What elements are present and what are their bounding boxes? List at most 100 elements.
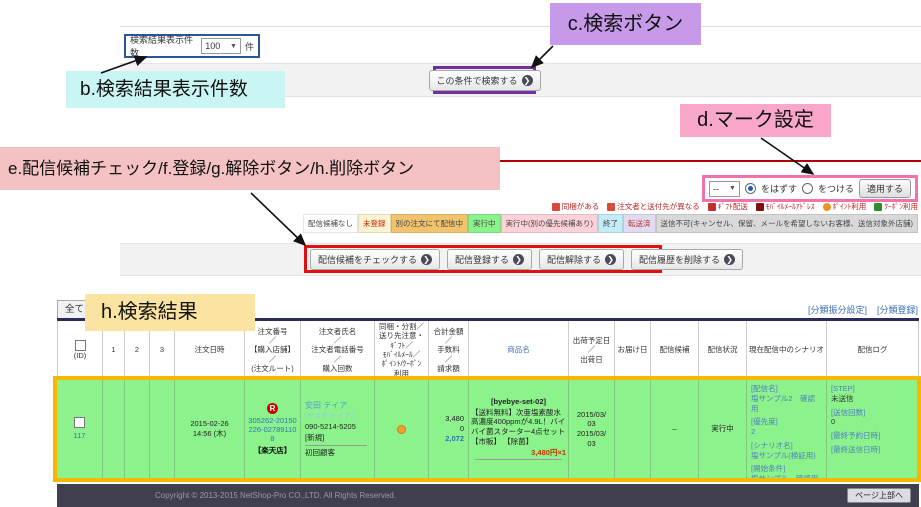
col-header-ship-date: 出荷予定日 ／ 出荷日	[569, 321, 615, 380]
legend-label: ｸｰﾎﾟﾝ利用	[884, 202, 918, 211]
legend-mobile-mail: ﾓﾊﾞｲﾙﾒｰﾙｱﾄﾞﾚｽ	[755, 201, 815, 212]
release-delivery-button[interactable]: 配信解除する ❯	[539, 248, 625, 270]
status-chip: 送信不可(キャンセル、保留、メールを希望しないお客様、送信対象外店舗)	[655, 214, 918, 233]
point-icon	[822, 202, 831, 211]
log-value: 未送信	[831, 393, 854, 403]
scenario-entry: [シナリオ名] 塩サンプル(検証用)	[751, 441, 816, 461]
mobile-mail-icon	[755, 202, 764, 211]
go-arrow-icon: ❯	[724, 253, 736, 265]
row-select-cell: 117	[57, 380, 103, 478]
customer-note: 初回顧客	[305, 447, 335, 457]
col-header-product-sort-link[interactable]: 商品名	[469, 321, 569, 380]
log-value: 0	[831, 417, 836, 427]
row-checkbox[interactable]	[74, 417, 85, 429]
row-customer-cell: 安田 テイア [ヤスダ テイア] 090-5214-5205 [新規] 初回顧客	[301, 380, 375, 478]
row-id-link[interactable]: 117	[73, 431, 86, 441]
billed-amount-link[interactable]: 2,072	[445, 433, 464, 443]
scenario-label: [優先度]	[751, 417, 778, 427]
results-table: (ID) 1 2 3 注文日時 注文番号 ／ 【購入店舗】 ／ (注文ルート) …	[57, 321, 919, 478]
scenario-entry: [優先度] 2	[751, 417, 778, 437]
annotation-c-label: c.検索ボタン	[550, 3, 701, 45]
register-delivery-button[interactable]: 配信登録する ❯	[447, 248, 533, 270]
chevron-down-icon: ▼	[230, 42, 237, 50]
result-count-value: 100	[205, 41, 221, 51]
status-chip: 実行中	[468, 214, 501, 233]
annotation-arrow-d	[760, 137, 815, 175]
scenario-label: [開始条件]	[751, 464, 786, 474]
row-flags-cell	[375, 380, 429, 478]
cell-divider	[305, 444, 367, 446]
row-delivery-date-cell	[615, 380, 651, 478]
col-header-customer: 注文者氏名 ／ 注文者電話番号 ／ 購入回数	[301, 321, 375, 380]
classification-register-link[interactable]: [分類登録]	[876, 305, 918, 315]
row-order-no-cell: R 305262-20150226-027891108 【楽天店】	[245, 380, 301, 478]
log-label: [送信回数]	[831, 407, 866, 417]
go-arrow-icon: ❯	[421, 253, 433, 265]
table-top-border	[57, 318, 919, 321]
log-label: [最終予約日時]	[831, 431, 881, 440]
select-all-checkbox[interactable]	[74, 339, 86, 351]
footer-bar: Copyright © 2013-2015 NetShop-Pro CO.,LT…	[57, 484, 919, 507]
fee-amount: 0	[459, 424, 464, 434]
row-product-cell: [byebye-set-02] 【送料無料】次亜塩素酸水 高濃度400ppmが4…	[469, 380, 569, 478]
check-candidates-button[interactable]: 配信候補をチェックする ❯	[310, 248, 441, 270]
status-chip: 終了	[598, 214, 623, 233]
legend-point: ﾎﾟｲﾝﾄ利用	[822, 201, 867, 212]
status-chip: 実行中(別の優先候補あり)	[500, 214, 598, 233]
radio-add-mark[interactable]	[801, 183, 813, 194]
coupon-icon	[874, 202, 883, 211]
legend-bundle: 同梱がある	[551, 201, 599, 212]
search-button-highlight-frame: この条件で検索する ❯	[428, 66, 541, 94]
scenario-entry: [配信名] 塩サンプル2 確認用	[751, 384, 822, 413]
rakuten-icon: R	[267, 402, 278, 414]
row-log-cell: [STEP] 未送信 [送信回数] 0 [最終予約日時] [最終送信日時]	[827, 380, 919, 478]
result-count-box: 検索結果表示件数 100 ▼ 件	[124, 34, 260, 58]
order-no-link[interactable]: 305262-20150226-027891108	[248, 415, 297, 444]
log-label: [STEP]	[831, 384, 855, 393]
annotation-e-label: e.配信候補チェック/f.登録/g.解除ボタン/h.削除ボタン	[0, 147, 500, 190]
button-label: 配信履歴を削除する	[639, 254, 721, 265]
search-button[interactable]: この条件で検索する ❯	[428, 69, 541, 91]
scenario-entry: [開始条件]塩サンプル 確認用	[751, 464, 818, 478]
go-arrow-icon: ❯	[605, 253, 617, 265]
status-chip: 未登録	[358, 214, 391, 233]
result-count-select[interactable]: 100 ▼	[201, 38, 241, 54]
scenario-label: [配信名]	[751, 384, 778, 393]
product-name: 【送料無料】次亜塩素酸水 高濃度400ppmが4.9L！バイバイ菌スターター4点…	[471, 407, 566, 446]
log-entry: [送信回数] 0	[831, 408, 865, 428]
legend-label: ﾓﾊﾞｲﾙﾒｰﾙｱﾄﾞﾚｽ	[765, 202, 815, 211]
go-arrow-icon: ❯	[521, 74, 533, 86]
bundle-icon	[551, 202, 560, 211]
log-label: [最終送信日時]	[831, 444, 881, 454]
classification-sort-link[interactable]: [分類振分設定]	[807, 305, 867, 315]
legend-coupon: ｸｰﾎﾟﾝ利用	[874, 201, 918, 212]
col-header-order-no: 注文番号 ／ 【購入店舗】 ／ (注文ルート)	[245, 321, 301, 380]
annotation-arrow-e	[250, 192, 307, 247]
page-top-button[interactable]: ページ上部へ	[847, 488, 911, 503]
copyright-text: Copyright © 2013-2015 NetShop-Pro CO.,LT…	[155, 491, 396, 500]
legend-label: ﾎﾟｲﾝﾄ利用	[832, 202, 867, 211]
search-button-label: この条件で検索する	[436, 75, 518, 86]
col-header-candidate: 配信候補	[651, 321, 699, 380]
button-label: 配信登録する	[455, 254, 510, 265]
customer-type: [新規]	[305, 432, 325, 442]
result-count-label: 検索結果表示件数	[130, 35, 194, 58]
scenario-value: 塩サンプル 確認用	[751, 474, 818, 478]
total-amount: 3,480	[445, 414, 464, 424]
row-scenario-cell: [配信名] 塩サンプル2 確認用 [優先度] 2 [シナリオ名] 塩サンプル(検証用)…	[747, 380, 827, 478]
legend-label: 注文者と送付先が異なる	[617, 202, 700, 211]
store-name: 【楽天店】	[253, 445, 292, 455]
delete-history-button[interactable]: 配信履歴を削除する ❯	[631, 248, 744, 270]
radio-remove-mark[interactable]	[744, 183, 756, 194]
row-candidate-cell: –	[651, 380, 699, 478]
mark-select-value: --	[713, 183, 719, 194]
radio-add-label: をつける	[817, 184, 854, 194]
apply-button[interactable]: 適用する	[858, 179, 911, 198]
different-address-icon	[607, 202, 616, 211]
customer-name-link[interactable]: 安田 テイア	[305, 400, 348, 410]
col-header-amount: 合計金額 ／ 手数料 ／ 請求額	[429, 321, 469, 380]
scenario-value: 塩サンプル2 確認用	[751, 393, 815, 413]
mark-select[interactable]: -- ▼	[709, 180, 740, 197]
legend-flag-icons: 同梱がある 注文者と送付先が異なる ｷﾞﾌﾄ配送 ﾓﾊﾞｲﾙﾒｰﾙｱﾄﾞﾚｽ ﾎ…	[551, 201, 918, 212]
